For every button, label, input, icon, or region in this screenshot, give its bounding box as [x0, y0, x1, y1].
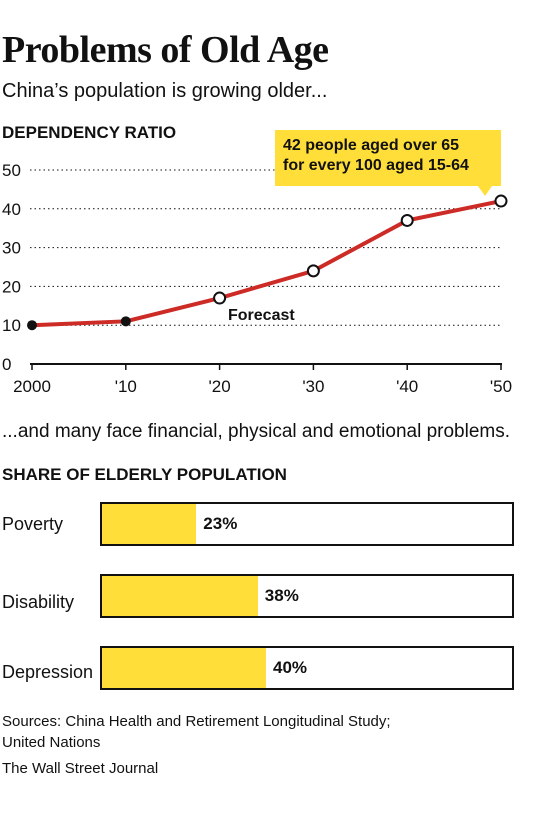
y-tick-label: 20 [2, 277, 21, 296]
bar-fill-poverty [102, 504, 197, 544]
forecast-point [213, 291, 227, 305]
forecast-point [494, 194, 508, 208]
bar-disability: 38% [100, 574, 514, 618]
bar-value-depression: 40% [273, 658, 308, 677]
x-tick-label: '10 [115, 377, 137, 396]
page-subtitle: China’s population is growing older... [2, 80, 328, 102]
source-line-1: Sources: China Health and Retirement Lon… [2, 713, 391, 730]
bar-fill-disability [102, 576, 258, 616]
data-point [27, 320, 37, 331]
x-tick-label: '40 [396, 377, 418, 396]
line-chart-title: DEPENDENCY RATIO [2, 123, 177, 142]
dependency-ratio-line [31, 199, 502, 328]
forecast-point [306, 264, 320, 278]
y-tick-label: 0 [2, 355, 11, 374]
callout-line-2: for every 100 aged 15-64 [283, 157, 469, 174]
bar-poverty: 23% [100, 502, 514, 546]
source-line-2: United Nations [2, 734, 101, 751]
bar-label-disability: Disability [2, 592, 75, 612]
callout-box: 42 people aged over 65 for every 100 age… [275, 130, 501, 186]
bar-value-poverty: 23% [203, 514, 238, 533]
callout-line-1: 42 people aged over 65 [283, 137, 460, 154]
x-tick-label: '30 [302, 377, 324, 396]
x-tick-label: '20 [209, 377, 231, 396]
publisher-credit: The Wall Street Journal [2, 760, 159, 777]
x-tick-label: 2000 [13, 377, 51, 396]
x-tick-label: '50 [490, 377, 512, 396]
forecast-point [400, 213, 414, 227]
y-tick-label: 40 [2, 200, 21, 219]
caption: ...and many face financial, physical and… [2, 421, 510, 442]
bar-chart-title: SHARE OF ELDERLY POPULATION [2, 465, 287, 484]
y-tick-label: 10 [2, 316, 21, 335]
bar-value-disability: 38% [264, 586, 299, 605]
y-tick-label: 50 [2, 161, 21, 180]
page-title: Problems of Old Age [2, 29, 329, 71]
callout-pointer [478, 186, 492, 196]
bar-label-poverty: Poverty [2, 514, 64, 534]
bar-fill-depression [102, 648, 266, 688]
bar-depression: 40% [100, 646, 514, 690]
y-tick-label: 30 [2, 239, 21, 258]
data-point [120, 316, 131, 327]
forecast-annotation: Forecast [228, 307, 295, 324]
dependency-ratio-chart: 0 10 20 30 40 50 2000 '10 '20 '30 '40 '50 Forecast [2, 161, 512, 396]
bar-label-depression: Depression [2, 662, 94, 682]
